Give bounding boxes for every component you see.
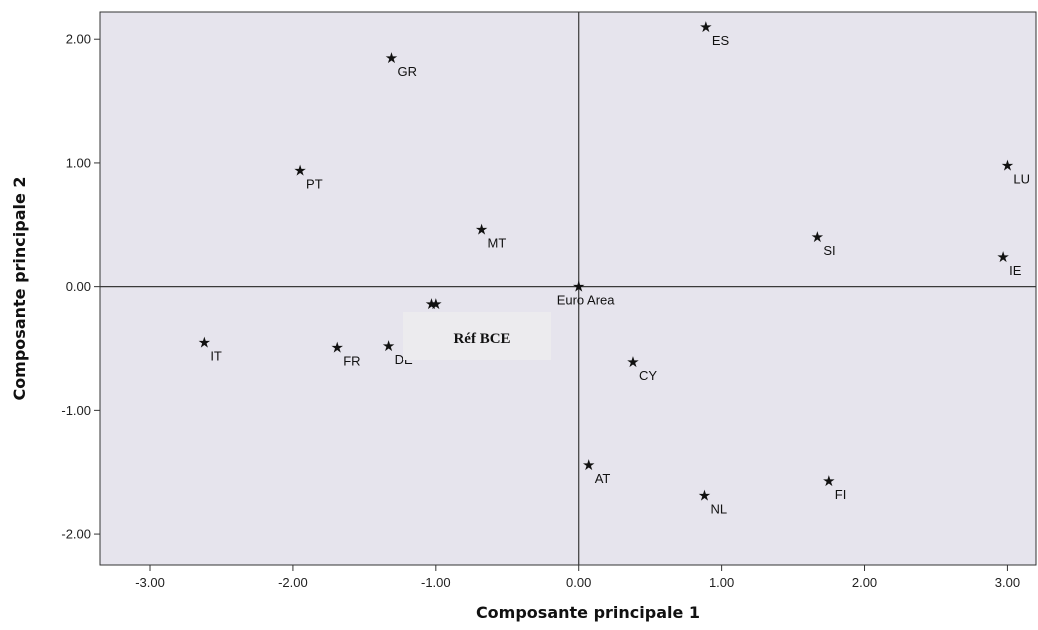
point-marker-star-icon: ★ (330, 338, 343, 356)
point-marker-star-icon: ★ (1001, 156, 1014, 174)
point-label: ES (712, 33, 730, 48)
point-marker-star-icon: ★ (811, 228, 824, 246)
point-marker-star-icon: ★ (385, 49, 398, 67)
point-marker-star-icon: ★ (429, 295, 442, 313)
point-marker-star-icon: ★ (822, 472, 835, 490)
x-tick-label: -3.00 (135, 575, 165, 590)
point-label: IE (1009, 263, 1022, 278)
y-tick-label: -2.00 (61, 527, 91, 542)
point-label: GR (398, 64, 418, 79)
x-tick-label: 0.00 (566, 575, 591, 590)
point-marker-star-icon: ★ (382, 337, 395, 355)
point-marker-star-icon: ★ (996, 248, 1009, 266)
point-marker-star-icon: ★ (293, 161, 306, 179)
point-label: AT (595, 471, 611, 486)
point-label: NL (710, 502, 727, 517)
point-label: FI (835, 487, 847, 502)
point-marker-star-icon: ★ (698, 487, 711, 505)
point-label: IT (210, 348, 222, 363)
y-tick-label: -1.00 (61, 403, 91, 418)
point-label: CY (639, 368, 657, 383)
x-tick-label: 2.00 (852, 575, 877, 590)
x-tick-label: -2.00 (278, 575, 308, 590)
point-marker-star-icon: ★ (425, 295, 438, 313)
point-label: SI (823, 243, 835, 258)
x-tick-label: 3.00 (995, 575, 1020, 590)
annotation-text: Réf BCE (453, 331, 510, 347)
y-tick-label: 2.00 (66, 32, 91, 47)
point-label: MT (488, 236, 507, 251)
point-marker-star-icon: ★ (475, 221, 488, 239)
point-label: FR (343, 353, 360, 368)
point-marker-star-icon: ★ (626, 353, 639, 371)
point-marker-star-icon: ★ (582, 456, 595, 474)
annotation-box (403, 312, 551, 360)
x-tick-label: 1.00 (709, 575, 734, 590)
y-tick-label: 0.00 (66, 279, 91, 294)
point-label: LU (1013, 171, 1030, 186)
x-tick-label: -1.00 (421, 575, 451, 590)
plot-area (99, 11, 1037, 566)
y-tick-label: 1.00 (66, 155, 91, 170)
point-label: Euro Area (557, 293, 616, 308)
point-marker-star-icon: ★ (198, 333, 211, 351)
point-label: PT (306, 176, 323, 191)
point-marker-star-icon: ★ (699, 18, 712, 36)
x-axis-title: Composante principale 1 (476, 603, 700, 622)
y-axis-title: Composante principale 2 (10, 176, 29, 400)
point-marker-star-icon: ★ (572, 278, 585, 296)
